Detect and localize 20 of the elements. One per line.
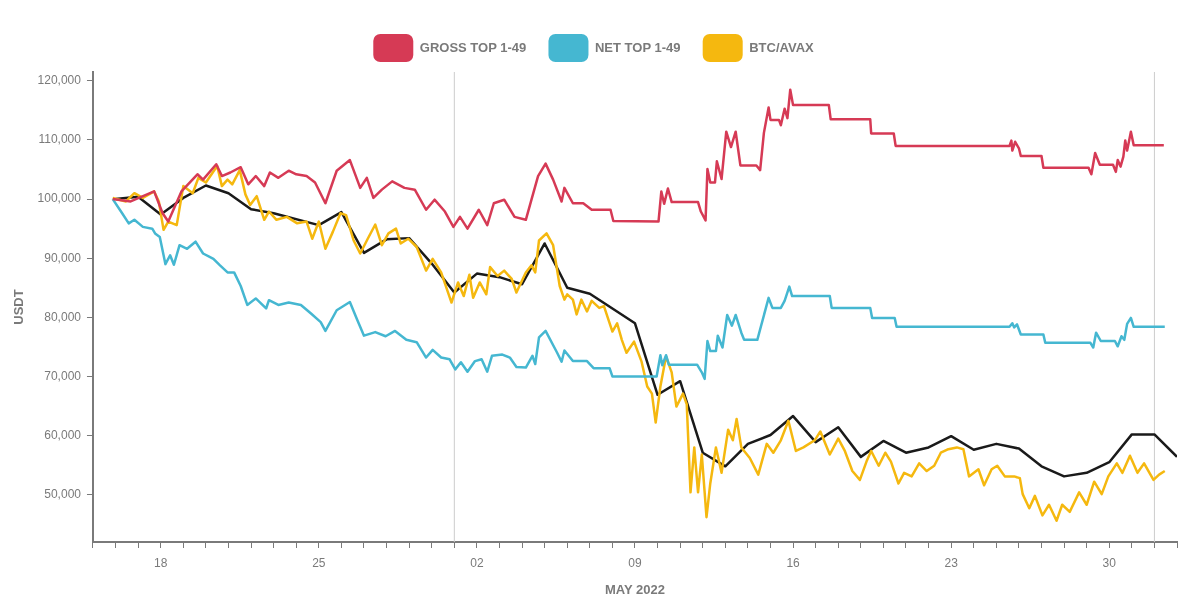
y-axis-title: USDT <box>11 289 27 325</box>
y-tick-label: 90,000 <box>44 250 82 265</box>
y-tick-label: 60,000 <box>44 427 82 442</box>
x-axis-title: MAY 2022 <box>604 581 665 597</box>
y-tick-label: 100,000 <box>37 191 82 206</box>
x-tick-label: 30 <box>1102 555 1117 570</box>
y-tick-label: 120,000 <box>37 73 82 88</box>
x-tick-label: 09 <box>628 555 642 570</box>
x-tick-label: 18 <box>154 555 168 570</box>
y-tick-label: 70,000 <box>44 368 82 383</box>
x-tick-label: 02 <box>470 555 484 570</box>
x-tick-label: 25 <box>312 555 326 570</box>
y-tick-label: 110,000 <box>38 132 82 147</box>
x-tick-label: 16 <box>786 555 801 570</box>
legend-label: GROSS TOP 1-49 <box>419 39 527 55</box>
legend-label: NET TOP 1-49 <box>594 39 681 55</box>
y-tick-label: 80,000 <box>44 309 82 324</box>
x-tick-label: 23 <box>944 555 959 570</box>
legend-label: BTC/AVAX <box>749 39 815 55</box>
y-tick-label: 50,000 <box>44 487 82 502</box>
